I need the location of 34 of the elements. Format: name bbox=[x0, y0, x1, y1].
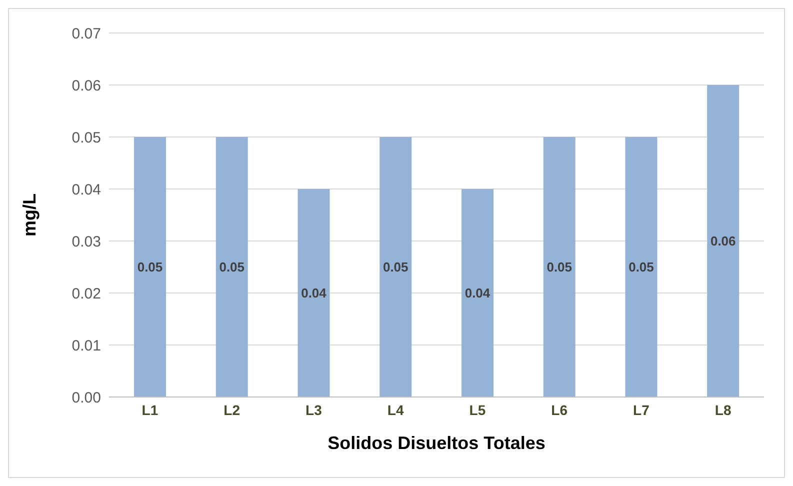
bar bbox=[462, 189, 494, 397]
y-tick-label: 0.03 bbox=[72, 233, 101, 250]
data-label: 0.05 bbox=[546, 260, 572, 275]
bar bbox=[543, 137, 576, 397]
x-axis-title: Solidos Disueltos Totales bbox=[328, 433, 546, 453]
x-tick-label: L3 bbox=[306, 402, 322, 418]
x-tick-label: L1 bbox=[142, 402, 158, 418]
x-tick-label: L5 bbox=[469, 402, 486, 418]
x-tick-label: L8 bbox=[714, 402, 732, 418]
bar bbox=[216, 137, 248, 397]
data-label: 0.04 bbox=[301, 286, 328, 301]
data-label: 0.05 bbox=[382, 260, 408, 275]
bar bbox=[625, 137, 658, 397]
x-tick-label: L6 bbox=[551, 402, 568, 418]
x-tick-label: L2 bbox=[224, 402, 240, 418]
data-label: 0.05 bbox=[219, 260, 245, 275]
y-tick-label: 0.02 bbox=[72, 285, 101, 302]
data-label: 0.06 bbox=[710, 234, 736, 249]
data-label: 0.04 bbox=[464, 286, 491, 301]
bar bbox=[707, 85, 740, 397]
bar bbox=[134, 137, 166, 397]
bar bbox=[380, 137, 412, 397]
y-axis-title: mg/L bbox=[19, 194, 40, 236]
bar bbox=[298, 189, 330, 397]
y-tick-label: 0.01 bbox=[72, 337, 101, 354]
y-tick-label: 0.05 bbox=[72, 129, 101, 146]
data-label: 0.05 bbox=[628, 260, 654, 275]
x-tick-label: L4 bbox=[387, 402, 404, 418]
y-tick-label: 0.06 bbox=[72, 77, 101, 94]
data-label: 0.05 bbox=[137, 260, 163, 275]
y-tick-label: 0.04 bbox=[72, 181, 101, 198]
x-tick-label: L7 bbox=[633, 402, 650, 418]
y-tick-label: 0.07 bbox=[72, 25, 101, 42]
y-tick-label: 0.00 bbox=[72, 389, 101, 406]
